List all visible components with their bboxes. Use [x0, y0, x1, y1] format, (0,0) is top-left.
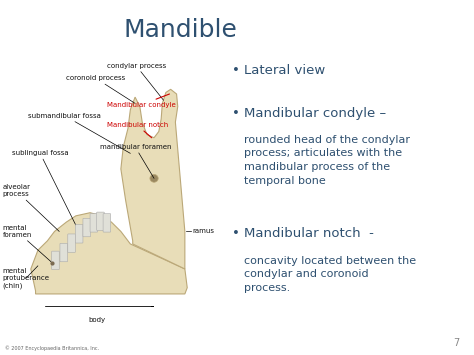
Text: sublingual fossa: sublingual fossa: [12, 151, 76, 225]
Text: ramus: ramus: [192, 229, 214, 234]
Text: Mandibular notch: Mandibular notch: [107, 122, 168, 138]
Text: mental
protuberance
(chin): mental protuberance (chin): [2, 266, 49, 289]
Text: •: •: [232, 106, 240, 120]
FancyBboxPatch shape: [83, 218, 91, 237]
Ellipse shape: [150, 174, 158, 182]
Text: •: •: [232, 227, 240, 240]
Text: Mandible: Mandible: [123, 18, 237, 42]
FancyBboxPatch shape: [60, 243, 67, 262]
FancyBboxPatch shape: [103, 214, 111, 232]
Text: mandibular foramen: mandibular foramen: [100, 144, 171, 178]
FancyBboxPatch shape: [97, 212, 104, 230]
Text: concavity located between the
condylar and coronoid
process.: concavity located between the condylar a…: [244, 256, 416, 293]
Text: © 2007 Encyclopaedia Britannica, Inc.: © 2007 Encyclopaedia Britannica, Inc.: [5, 346, 99, 351]
FancyBboxPatch shape: [75, 225, 83, 243]
Text: rounded head of the condylar
process; articulates with the
mandibular process of: rounded head of the condylar process; ar…: [244, 135, 410, 186]
Text: Mandibular notch  -: Mandibular notch -: [244, 227, 374, 240]
Text: 7: 7: [454, 338, 460, 348]
FancyBboxPatch shape: [52, 251, 59, 269]
FancyBboxPatch shape: [90, 214, 98, 232]
Text: Mandibular condyle: Mandibular condyle: [107, 94, 175, 108]
Text: mental
foramen: mental foramen: [2, 225, 52, 263]
Text: •: •: [232, 64, 240, 77]
Text: condylar process: condylar process: [107, 63, 166, 100]
Text: Lateral view: Lateral view: [244, 64, 325, 77]
Polygon shape: [31, 213, 187, 294]
Text: body: body: [89, 317, 106, 323]
Text: Mandibular condyle –: Mandibular condyle –: [244, 106, 386, 120]
Text: alveolar
process: alveolar process: [2, 184, 59, 231]
Text: submandibular fossa: submandibular fossa: [28, 113, 130, 153]
Text: coronoid process: coronoid process: [66, 75, 135, 103]
Polygon shape: [121, 89, 185, 269]
FancyBboxPatch shape: [68, 234, 75, 252]
